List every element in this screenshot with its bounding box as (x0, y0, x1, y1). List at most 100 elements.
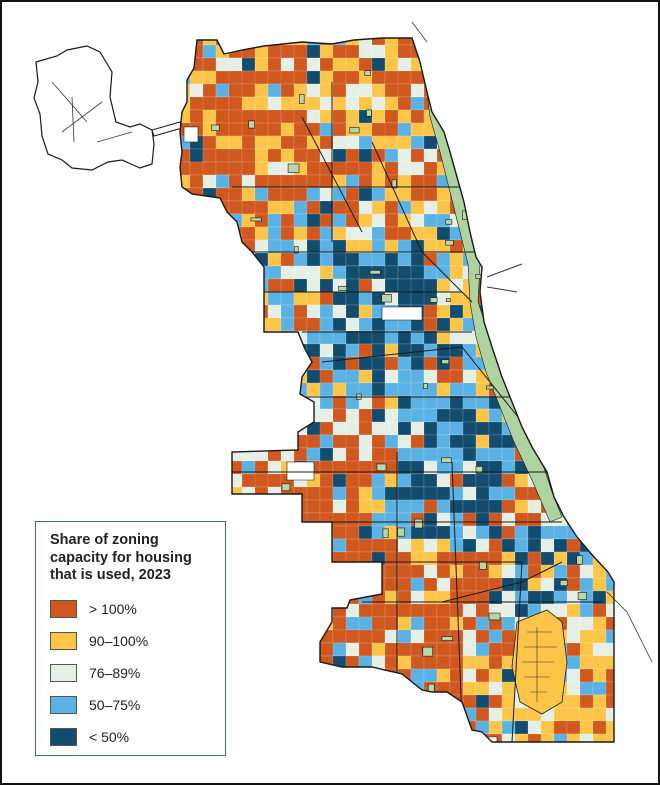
zoning-tract (540, 733, 555, 742)
zoning-tract (605, 616, 614, 631)
zoning-tract (189, 421, 204, 436)
zoning-tract (566, 122, 581, 137)
park-parcel (499, 218, 512, 224)
zoning-tract (306, 57, 321, 72)
zoning-tract (605, 382, 614, 397)
zoning-tract (397, 382, 412, 397)
zoning-tract (423, 525, 438, 540)
zoning-tract (514, 96, 542, 111)
zoning-tract (501, 603, 516, 618)
zoning-tract (293, 525, 308, 540)
zoning-tract (462, 161, 477, 176)
zoning-tract (553, 213, 568, 228)
zoning-tract (267, 343, 295, 358)
zoning-tract (358, 577, 386, 592)
zoning-tract (254, 629, 269, 644)
zoning-tract (423, 473, 438, 488)
zoning-tract (605, 421, 614, 436)
zoning-tract (410, 473, 425, 488)
zoning-tract (332, 512, 347, 527)
park-parcel (364, 70, 371, 76)
zoning-tract (592, 83, 607, 98)
zoning-tract (384, 538, 399, 553)
zoning-tract (345, 38, 360, 46)
zoning-tract (267, 499, 295, 514)
zoning-tract (553, 356, 568, 371)
zoning-tract (540, 291, 555, 306)
zoning-tract (527, 109, 542, 124)
zoning-tract (540, 135, 568, 150)
zoning-tract (501, 473, 516, 488)
zoning-tract (306, 564, 334, 579)
zoning-tract (189, 499, 217, 514)
zoning-tract (241, 629, 256, 644)
zoning-tract (449, 70, 477, 85)
zoning-tract (397, 629, 412, 644)
zoning-tract (228, 174, 243, 189)
zoning-tract (514, 733, 529, 742)
zoning-tract (267, 512, 295, 527)
zoning-tract (358, 148, 373, 163)
zoning-tract (202, 148, 217, 163)
park-parcel (441, 457, 452, 463)
zoning-tract (228, 616, 256, 631)
zoning-tract (605, 473, 614, 488)
zoning-tract (397, 733, 425, 742)
zoning-tract (371, 486, 386, 501)
zoning-tract (475, 109, 490, 124)
zoning-tract (449, 317, 464, 332)
zoning-tract (410, 434, 425, 449)
zoning-tract (189, 434, 204, 449)
zoning-tract (592, 668, 607, 683)
park-parcel (422, 646, 433, 657)
zoning-tract (202, 278, 217, 293)
non-residential-area (381, 306, 423, 321)
zoning-tract (514, 304, 529, 319)
non-residential-area (183, 126, 199, 143)
zoning-tract (180, 291, 191, 306)
zoning-tract (449, 44, 477, 59)
zoning-tract (345, 668, 373, 683)
zoning-tract (540, 83, 568, 98)
zoning-tract (384, 447, 399, 462)
zoning-tract (254, 382, 269, 397)
zoning-tract (241, 525, 256, 540)
zoning-tract (423, 577, 438, 592)
zoning-tract (189, 330, 204, 345)
zoning-tract (306, 70, 321, 85)
zoning-tract (280, 44, 295, 59)
zoning-tract (202, 200, 217, 215)
zoning-tract (449, 733, 464, 742)
zoning-tract (553, 486, 568, 501)
zoning-tract (475, 161, 490, 176)
zoning-tract (202, 499, 230, 514)
zoning-tract (514, 525, 529, 540)
zoning-tract (371, 577, 386, 592)
zoning-tract (566, 83, 594, 98)
zoning-tract (397, 707, 412, 722)
zoning-tract (267, 239, 282, 254)
zoning-tract (280, 96, 295, 111)
zoning-tract (280, 603, 295, 618)
zoning-tract (241, 330, 256, 345)
zoning-tract (410, 733, 425, 742)
zoning-tract (436, 44, 451, 59)
zoning-tract (566, 38, 581, 46)
zoning-tract (501, 486, 516, 501)
zoning-tract (605, 70, 614, 85)
zoning-tract (254, 356, 269, 371)
zoning-tract (189, 109, 204, 124)
zoning-tract (384, 694, 399, 709)
zoning-tract (462, 200, 490, 215)
zoning-tract (202, 83, 217, 98)
zoning-tract (189, 317, 204, 332)
zoning-tract (488, 707, 503, 722)
zoning-tract (579, 148, 607, 163)
zoning-tract (371, 551, 386, 566)
zoning-tract (241, 655, 256, 670)
zoning-tract (254, 304, 269, 319)
zoning-tract (436, 603, 451, 618)
zoning-tract (592, 694, 607, 709)
zoning-tract (553, 473, 568, 488)
zoning-tract (180, 343, 191, 358)
